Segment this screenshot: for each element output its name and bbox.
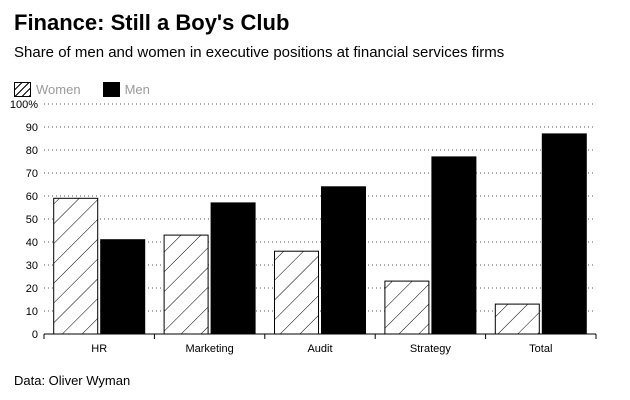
y-tick-label: 30	[26, 260, 38, 272]
y-tick-label: 60	[26, 191, 38, 203]
legend-item-women: Women	[14, 81, 81, 97]
legend-label-women: Women	[36, 81, 81, 97]
bar-women	[384, 280, 430, 335]
chart-subtitle: Share of men and women in executive posi…	[14, 44, 505, 61]
source-note: Data: Oliver Wyman	[14, 373, 131, 388]
y-tick-label: 0	[32, 329, 38, 341]
y-tick-label: 10	[26, 306, 38, 318]
bar-women	[274, 250, 319, 335]
y-tick-label: 90	[26, 122, 38, 134]
x-tick-label: Marketing	[185, 343, 233, 355]
legend-label-men: Men	[124, 81, 150, 97]
y-tick-label: 70	[26, 168, 38, 180]
y-tick-label: 20	[26, 283, 38, 295]
bar-men	[321, 186, 366, 335]
x-tick-label: HR	[91, 343, 107, 355]
legend: Women Men	[14, 80, 172, 98]
bar-men	[541, 133, 587, 335]
bar-men	[100, 239, 146, 335]
legend-swatch-women	[14, 81, 31, 97]
bar-women	[53, 197, 99, 335]
y-tick-label: 80	[26, 145, 38, 157]
bar-women	[494, 303, 540, 335]
y-tick-label: 40	[26, 237, 38, 249]
x-tick-label: Strategy	[410, 343, 451, 355]
y-tick-label: 50	[26, 214, 38, 226]
bar-men	[431, 156, 477, 335]
x-tick-label: Total	[529, 343, 552, 355]
chart-title: Finance: Still a Boy's Club	[14, 10, 290, 35]
legend-item-men: Men	[102, 81, 150, 97]
x-tick-label: Audit	[307, 343, 332, 355]
legend-swatch-men	[102, 81, 120, 97]
bar-men	[210, 202, 256, 335]
y-tick-label: 100%	[10, 99, 38, 111]
bar-women	[163, 234, 209, 335]
